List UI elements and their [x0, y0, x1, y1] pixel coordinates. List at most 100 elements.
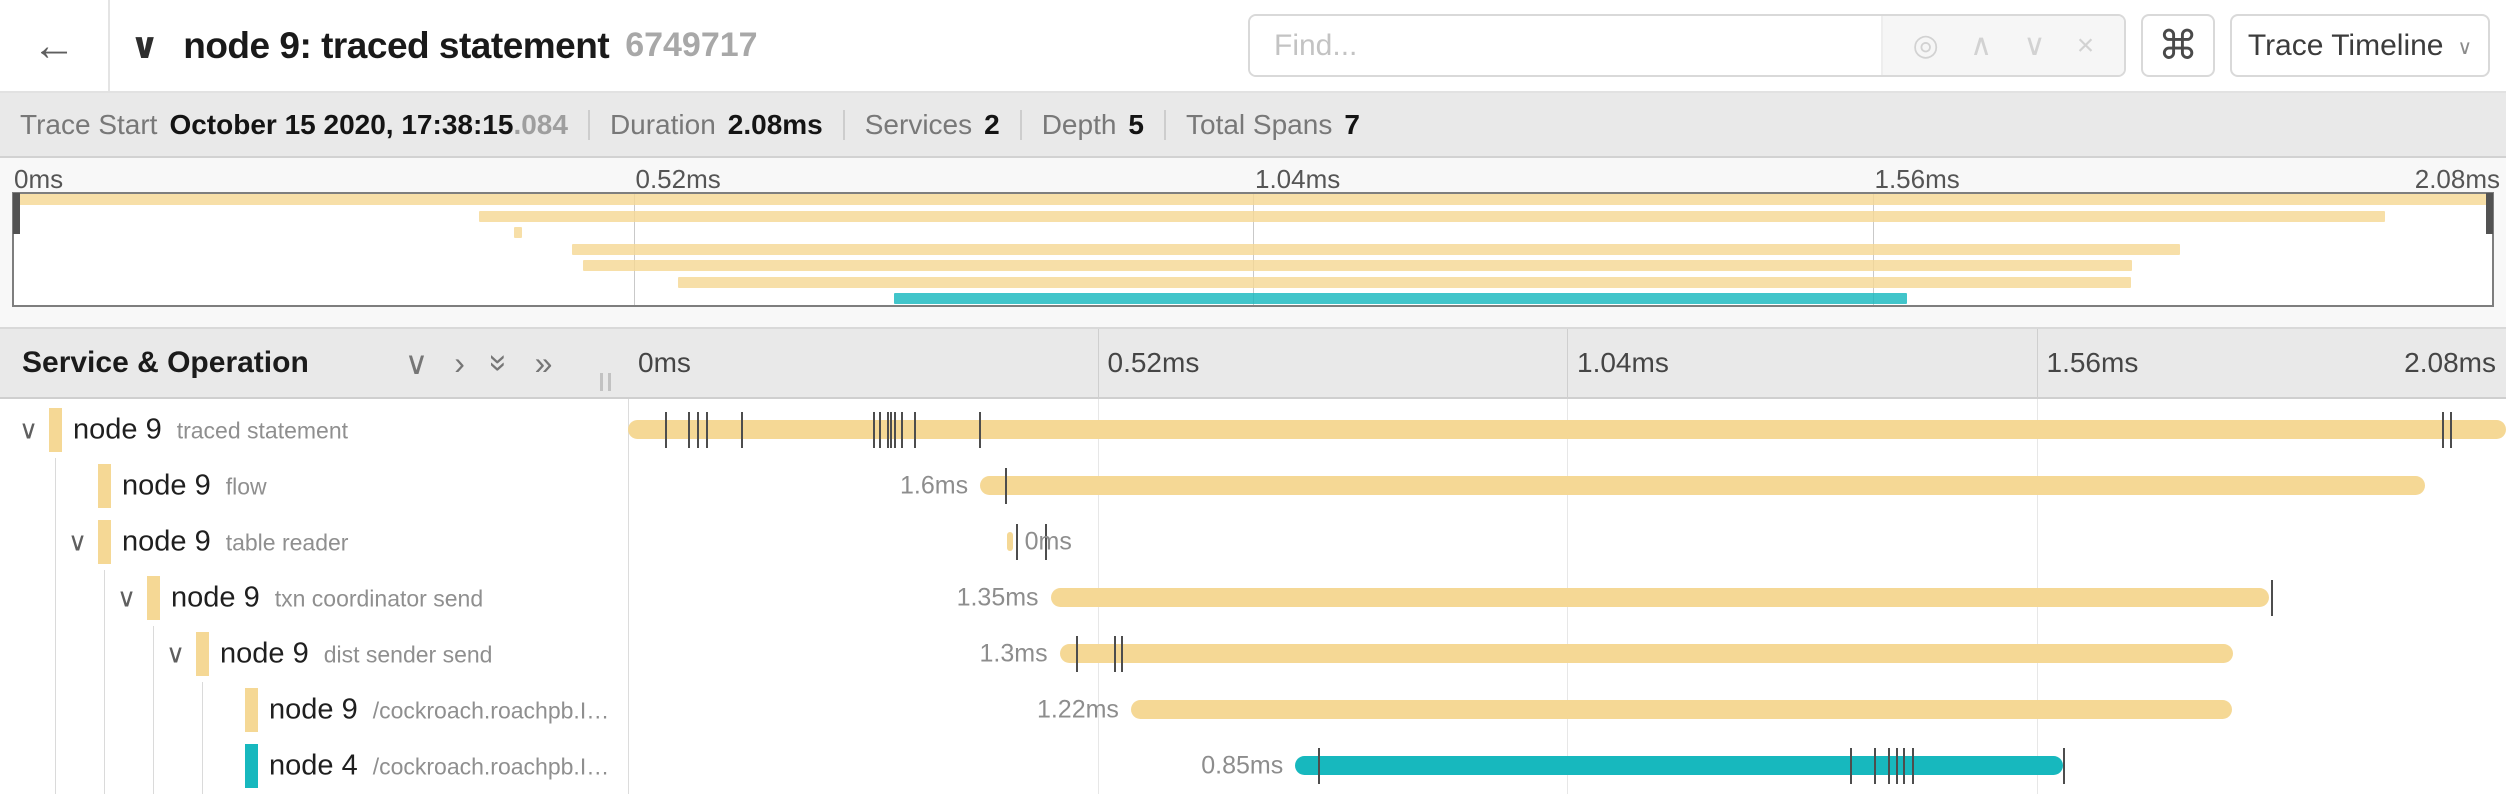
span-color-bar: [245, 688, 258, 732]
indent-guide: [104, 682, 105, 738]
span-name-cell[interactable]: node 9 flow: [0, 458, 628, 514]
service-operation-title: Service & Operation: [22, 346, 309, 379]
span-service-name: node 9/cockroach.roachpb.I…: [269, 693, 610, 726]
axis-tick-label: 2.08ms: [2414, 164, 2500, 194]
span-operation-name: txn coordinator send: [274, 585, 484, 612]
divider: [1164, 109, 1166, 140]
span-name-cell[interactable]: ∨ node 9 dist sender send: [0, 626, 628, 682]
span-expander-chevron-icon[interactable]: ∨: [166, 638, 186, 669]
span-name-cell[interactable]: node 9/cockroach.roachpb.I…: [0, 682, 628, 738]
timeline-column-header: Service & Operation ∨ › » » 0ms 0.52ms 1.0…: [0, 327, 2506, 399]
collapse-controls: ∨ › » »: [405, 347, 553, 379]
indent-guide: [153, 738, 154, 794]
span-log-tick: [697, 412, 700, 448]
trace-id: 6749717: [625, 26, 758, 64]
chevron-down-icon: ∨: [2457, 37, 2473, 59]
summary-label: Duration: [609, 108, 716, 140]
find-suffix: ◎ ∧ ∨ ×: [1881, 16, 2124, 75]
back-arrow-icon: ←: [32, 20, 76, 70]
divider: [842, 109, 845, 140]
axis-tick-label: 0ms: [638, 347, 691, 378]
clear-search-icon[interactable]: ×: [2076, 28, 2095, 62]
span-log-tick: [1005, 468, 1008, 504]
span-log-tick: [914, 412, 917, 448]
summary-trace-start: Trace Start October 15 2020, 17:38:15 .0…: [20, 109, 568, 141]
trace-title-wrap: ∨ node 9: traced statement 6749717: [130, 0, 758, 91]
span-log-tick: [1075, 636, 1078, 672]
minimap-viewport[interactable]: [12, 192, 2494, 307]
collapse-all-icon[interactable]: »: [481, 354, 518, 372]
indent-guide: [55, 682, 56, 738]
column-separator: [1097, 329, 1099, 397]
span-bar[interactable]: [628, 420, 2506, 439]
span-bar[interactable]: [1007, 532, 1013, 551]
indent-guide: [104, 626, 105, 682]
span-log-tick: [894, 412, 897, 448]
span-log-tick: [1113, 636, 1116, 672]
span-log-tick: [1120, 636, 1123, 672]
minimap-left-scrubber[interactable]: [13, 193, 20, 234]
span-name-cell[interactable]: ∨ node 9 txn coordinator send: [0, 570, 628, 626]
span-service-name: node 9 traced statement: [73, 413, 349, 446]
span-log-tick: [688, 412, 691, 448]
span-duration-label: 1.22ms: [1036, 695, 1119, 724]
span-bar[interactable]: [1295, 756, 2063, 775]
axis-tick-label: 1.56ms: [1874, 164, 1960, 194]
column-resizer-handle[interactable]: [600, 373, 611, 391]
span-operation-name: dist sender send: [323, 641, 493, 668]
span-color-bar: [98, 464, 111, 508]
divider: [1019, 109, 1022, 140]
collapse-one-icon[interactable]: ∨: [404, 345, 429, 381]
summary-value: 5: [1128, 108, 1144, 140]
span-bar[interactable]: [1050, 588, 2270, 607]
span-log-tick: [2063, 748, 2066, 784]
span-log-tick: [1849, 748, 1852, 784]
minimap-right-scrubber[interactable]: [2486, 193, 2493, 234]
span-name-cell[interactable]: node 4/cockroach.roachpb.I…: [0, 738, 628, 794]
next-result-icon[interactable]: ∨: [2023, 29, 2046, 62]
back-button[interactable]: ←: [0, 0, 110, 91]
find-input[interactable]: [1250, 16, 1881, 75]
span-expander-chevron-icon[interactable]: ∨: [68, 526, 88, 557]
indent-guide: [202, 738, 203, 794]
span-color-bar: [98, 520, 111, 564]
keyboard-shortcuts-button[interactable]: ⌘: [2141, 14, 2215, 77]
summary-services: Services 2: [865, 109, 1000, 141]
span-bar[interactable]: [1130, 700, 2233, 719]
summary-value: 7: [1344, 108, 1360, 140]
span-service-name: node 9 txn coordinator send: [171, 581, 484, 614]
span-duration-label: 1.3ms: [979, 639, 1048, 668]
span-log-tick: [1045, 524, 1048, 560]
span-row: ∨ node 9 dist sender send 1.3ms: [0, 626, 2506, 682]
collapse-trace-icon[interactable]: ∨: [130, 24, 160, 66]
span-bar[interactable]: [980, 476, 2425, 495]
span-service-name: node 4/cockroach.roachpb.I…: [269, 749, 610, 782]
span-log-tick: [705, 412, 708, 448]
expand-all-icon[interactable]: »: [534, 345, 553, 381]
span-expander-chevron-icon[interactable]: ∨: [19, 414, 39, 445]
summary-value: October 15 2020, 17:38:15: [169, 108, 514, 140]
span-expander-chevron-icon[interactable]: ∨: [117, 582, 137, 613]
span-log-tick: [2449, 412, 2452, 448]
span-color-bar: [49, 408, 62, 452]
prev-result-icon[interactable]: ∧: [1970, 29, 1993, 62]
span-row: ∨ node 9 txn coordinator send 1.35ms: [0, 570, 2506, 626]
view-selector-dropdown[interactable]: Trace Timeline ∨: [2230, 14, 2490, 77]
span-log-tick: [1895, 748, 1898, 784]
span-row: node 9/cockroach.roachpb.I… 1.22ms: [0, 682, 2506, 738]
span-rows-area: ∨ node 9 traced statement node 9 flow 1.6ms ∨ n…: [0, 399, 2506, 794]
span-operation-name: /cockroach.roachpb.I…: [372, 697, 610, 724]
span-bar[interactable]: [1059, 644, 2234, 663]
indent-guide: [55, 738, 56, 794]
span-color-bar: [147, 576, 160, 620]
minimap-span-bar: [14, 194, 2492, 205]
span-name-cell[interactable]: ∨ node 9 traced statement: [0, 402, 628, 458]
axis-tick-label: 0.52ms: [1107, 347, 1200, 378]
span-name-cell[interactable]: ∨ node 9 table reader: [0, 514, 628, 570]
summary-label: Total Spans: [1186, 108, 1333, 140]
locate-icon[interactable]: ◎: [1912, 29, 1939, 62]
span-duration-label: 1.6ms: [900, 471, 969, 500]
summary-value-fraction: .084: [513, 108, 568, 140]
expand-one-icon[interactable]: ›: [454, 345, 465, 381]
column-separator: [1567, 329, 1568, 397]
